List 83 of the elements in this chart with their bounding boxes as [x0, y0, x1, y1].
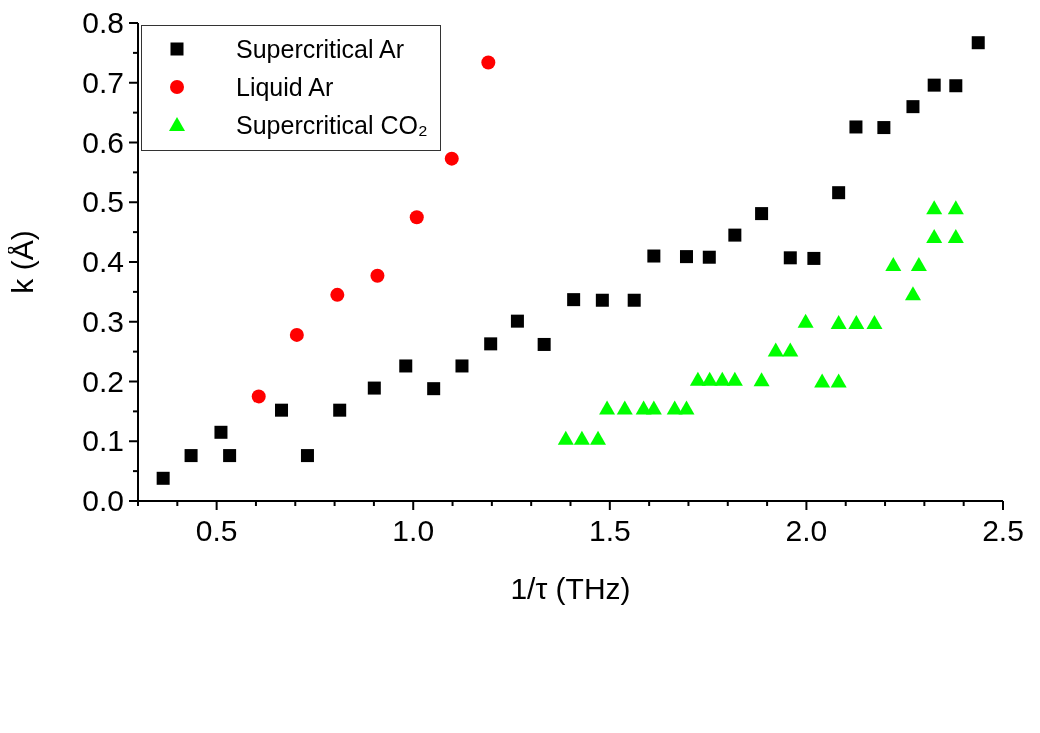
point [885, 256, 902, 271]
point [767, 342, 784, 357]
legend-label: Supercritical Ar [236, 34, 405, 64]
point [399, 359, 413, 373]
point [330, 287, 345, 302]
x-tick-label: 0.5 [195, 514, 238, 547]
y-tick-label: 0.2 [82, 364, 124, 398]
point [427, 382, 441, 396]
point [616, 400, 633, 415]
x-tick-label: 1.5 [588, 514, 631, 547]
point [728, 228, 742, 242]
point [679, 250, 693, 264]
point [904, 286, 921, 301]
point [214, 425, 228, 439]
y-tick-label: 0.1 [82, 424, 124, 458]
point [702, 250, 716, 264]
point [877, 121, 891, 135]
point [848, 314, 865, 329]
point [753, 372, 770, 387]
y-tick-label: 0.3 [82, 304, 124, 338]
point [590, 430, 607, 445]
point [370, 268, 385, 283]
point [866, 314, 883, 329]
point [701, 371, 718, 386]
point [275, 403, 289, 417]
x-tick-label: 2.5 [982, 514, 1024, 547]
x-axis-title: 1/τ (THz) [510, 572, 631, 605]
point [444, 151, 459, 166]
point [832, 186, 846, 200]
point [714, 371, 731, 386]
point [807, 251, 821, 265]
point [971, 36, 985, 50]
point [926, 228, 943, 243]
point [782, 342, 799, 357]
point [926, 200, 943, 215]
point [726, 371, 743, 386]
point [251, 389, 266, 404]
point [409, 210, 424, 225]
point [223, 449, 237, 463]
point [567, 293, 581, 307]
point [797, 313, 814, 328]
point [927, 78, 941, 92]
point [949, 79, 963, 93]
point [645, 400, 662, 415]
point [537, 337, 551, 351]
point [678, 400, 695, 415]
point [783, 251, 797, 265]
point [689, 371, 706, 386]
point [289, 327, 304, 342]
point [627, 293, 641, 307]
point [906, 100, 920, 114]
point [910, 256, 927, 271]
point [455, 359, 469, 373]
x-tick-label: 1.0 [392, 514, 435, 547]
legend-label: Liquid Ar [236, 72, 334, 102]
y-tick-label: 0.8 [82, 6, 124, 39]
point [481, 55, 496, 70]
point [814, 373, 831, 388]
point [557, 430, 574, 445]
point [333, 403, 347, 417]
point [830, 373, 847, 388]
y-tick-label: 0.4 [82, 245, 124, 278]
point [599, 400, 616, 415]
y-tick-label: 0.7 [82, 65, 124, 99]
point [484, 337, 498, 351]
point [156, 471, 170, 485]
legend-label: Supercritical CO₂ [236, 110, 428, 140]
point [947, 200, 964, 215]
point [830, 314, 847, 329]
y-tick-label: 0.6 [82, 125, 124, 159]
y-tick-label: 0.5 [82, 185, 124, 219]
point [595, 293, 609, 307]
y-tick-label: 0.0 [82, 484, 124, 517]
point [849, 120, 863, 134]
point [755, 207, 769, 221]
point [510, 314, 524, 328]
point [184, 449, 198, 463]
point [573, 430, 590, 445]
point [947, 228, 964, 243]
point [367, 381, 381, 395]
point [300, 449, 314, 463]
point [647, 249, 661, 263]
x-tick-label: 2.0 [785, 514, 828, 547]
